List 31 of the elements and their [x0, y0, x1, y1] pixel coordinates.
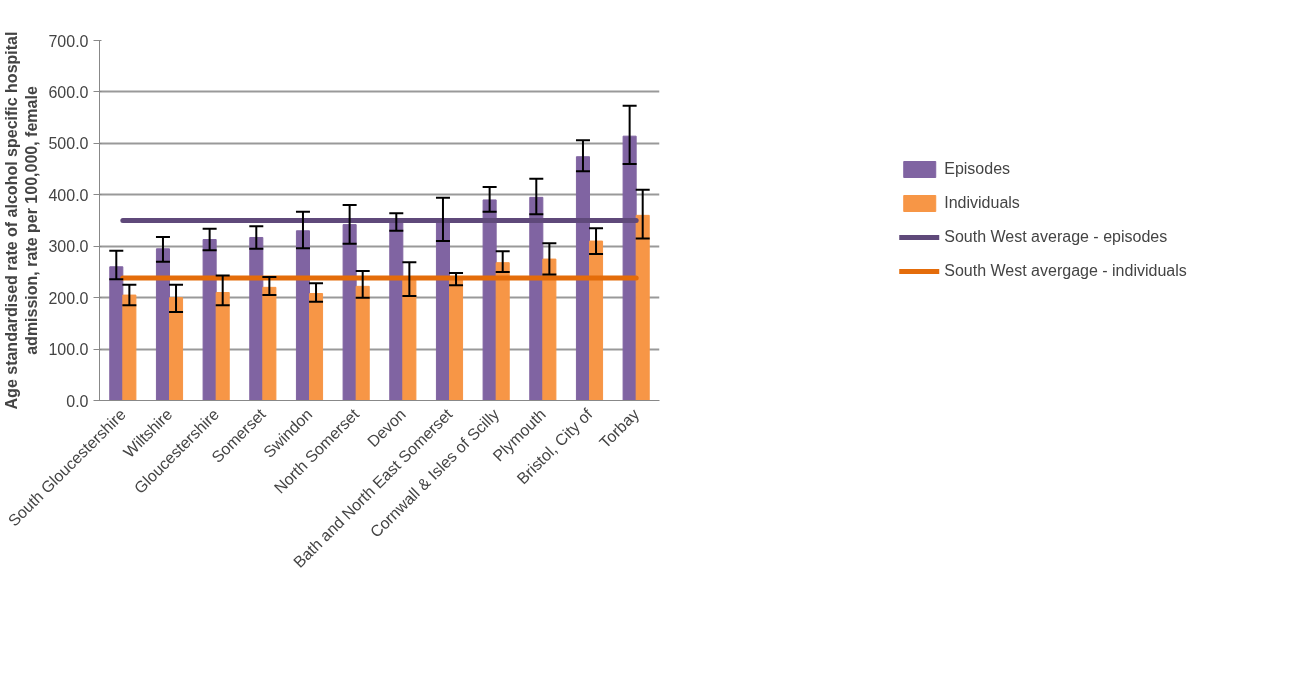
bar — [342, 224, 357, 401]
bar — [389, 222, 404, 401]
bar — [482, 199, 497, 401]
bar — [122, 294, 137, 401]
legend-label: South West avergage - individuals — [944, 262, 1187, 280]
y-tick-label: 400.0 — [48, 186, 89, 204]
y-axis-title: Age standardised rate of alcohol specific hospital admission, rate per 100,000, female — [3, 31, 41, 410]
bar — [449, 278, 464, 401]
bar — [355, 285, 370, 401]
y-tick-label: 100.0 — [48, 341, 89, 359]
bar — [109, 266, 124, 401]
bar — [542, 258, 557, 401]
legend-label: South West average - episodes — [944, 228, 1168, 246]
bar — [202, 239, 217, 401]
y-tick-label: 300.0 — [48, 238, 89, 256]
bar — [589, 240, 604, 401]
bar — [215, 292, 230, 401]
y-tick-label: 0.0 — [66, 392, 89, 410]
y-tick-label: 700.0 — [48, 32, 89, 50]
bar — [262, 286, 277, 401]
bar — [635, 214, 650, 401]
bar — [309, 293, 324, 401]
bar — [495, 262, 510, 401]
bar — [169, 297, 184, 401]
y-tick-label: 500.0 — [48, 135, 89, 153]
y-tick-label: 600.0 — [48, 83, 89, 101]
legend-label: Individuals — [944, 194, 1020, 212]
bar — [402, 278, 417, 401]
y-tick-label: 200.0 — [48, 289, 89, 307]
bar — [622, 135, 637, 401]
legend-label: Episodes — [944, 160, 1011, 178]
